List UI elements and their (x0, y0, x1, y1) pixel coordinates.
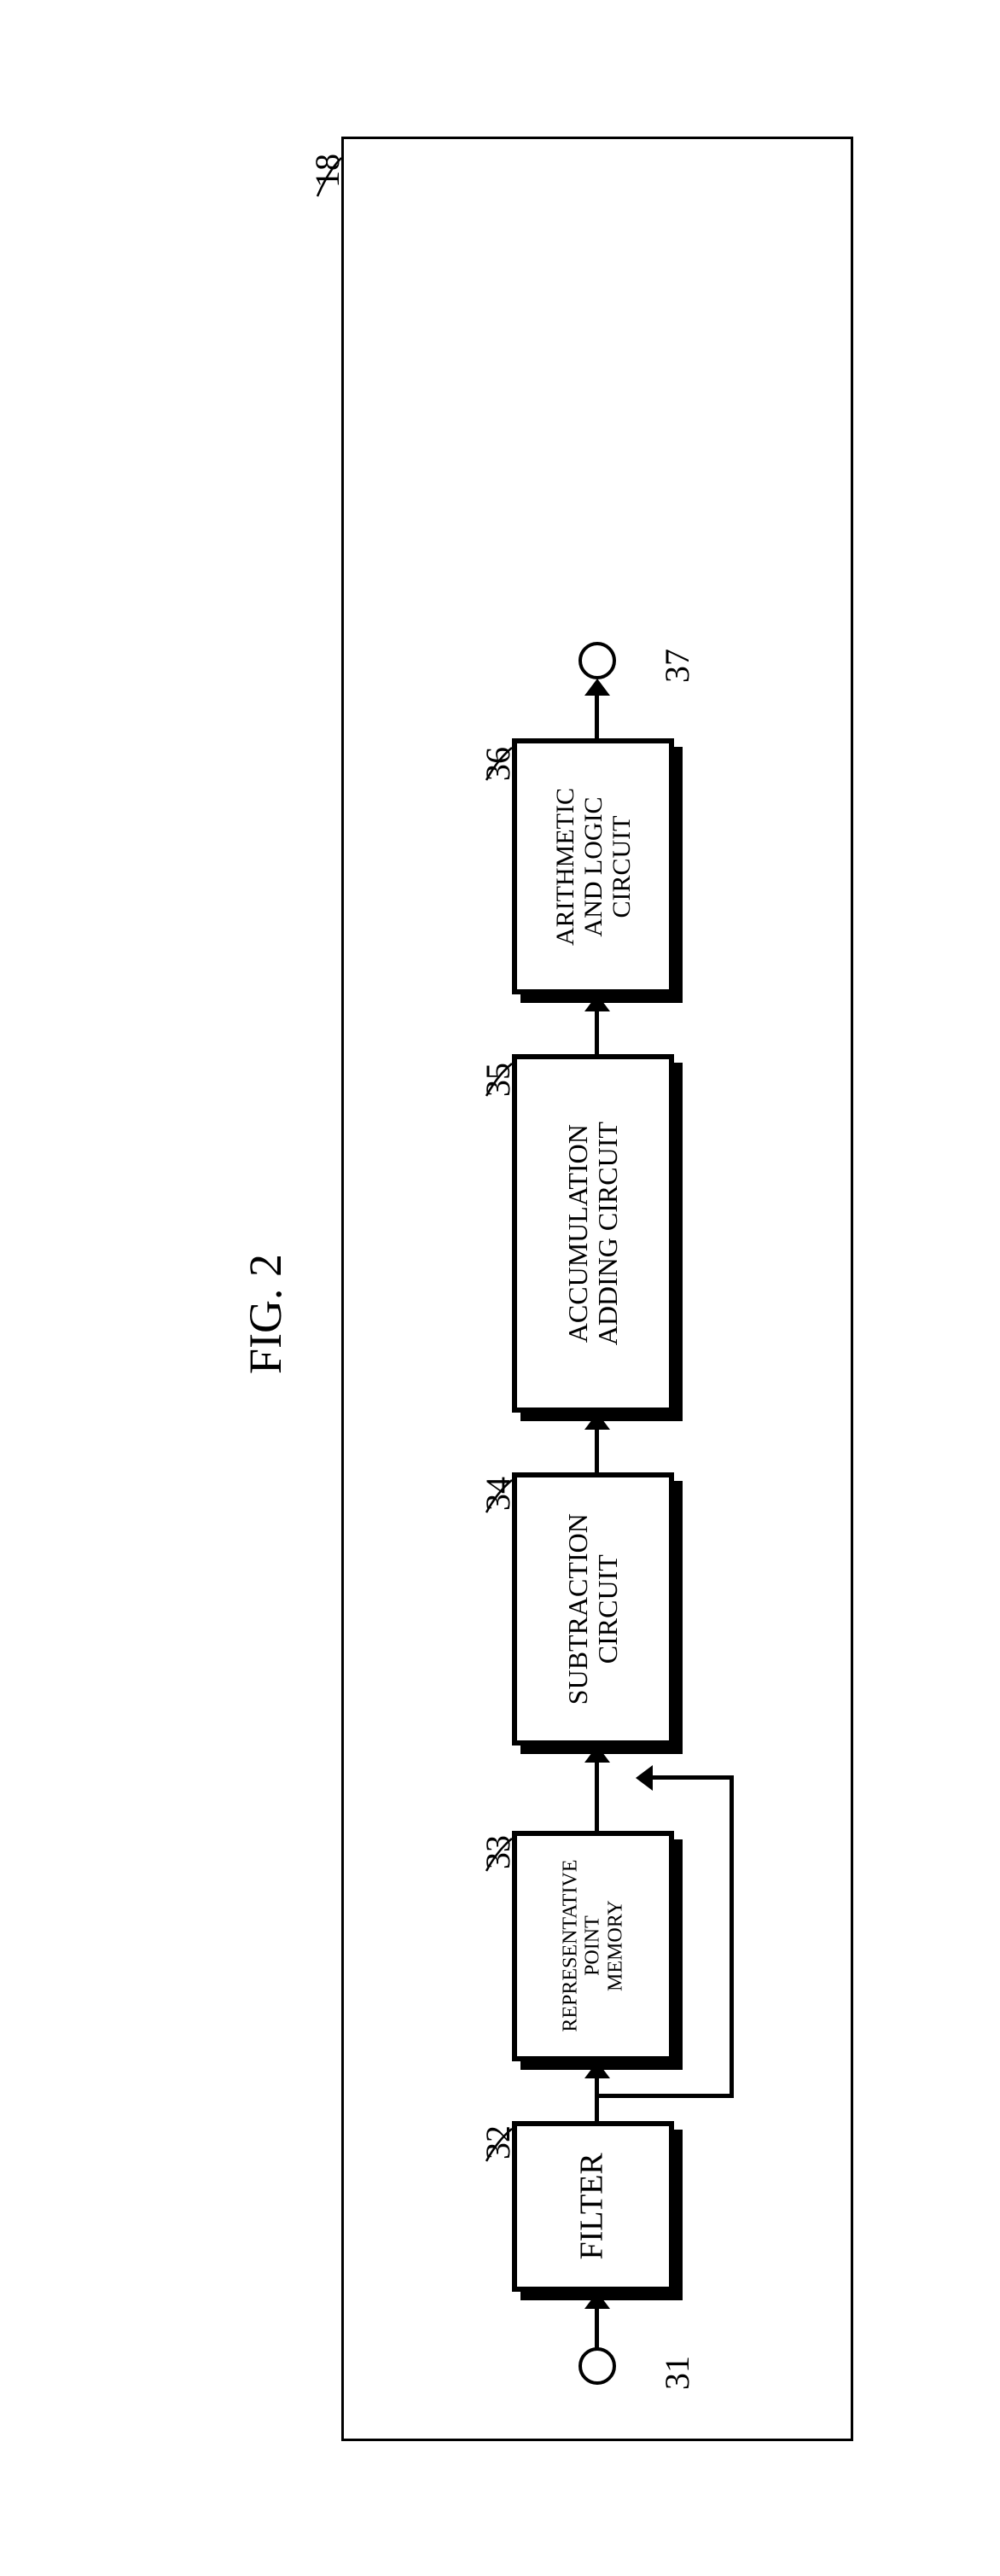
output-port (578, 642, 616, 679)
arrow-acc-alu (595, 1007, 599, 1054)
alu-l2: AND LOGIC (579, 796, 608, 936)
rpm-l3: MEMORY (604, 1901, 626, 1992)
arrow-alu-out-head (584, 679, 610, 696)
lead-33 (485, 1835, 519, 1878)
lead-18 (316, 154, 350, 205)
rpm-label: REPRESENTATIVE POINT MEMORY (559, 1860, 626, 2032)
rpm-block: REPRESENTATIVE POINT MEMORY (512, 1831, 674, 2061)
filter-block: FILTER (512, 2121, 674, 2292)
arrow-rpm-sub (595, 1758, 599, 1831)
bypass-v (730, 1775, 734, 2098)
lead-35 (485, 1060, 519, 1103)
bypass-head (636, 1765, 653, 1791)
lead-34 (485, 1477, 519, 1519)
input-port (578, 2347, 616, 2385)
acc-l1: ACCUMULATION (562, 1124, 593, 1343)
ref-label-31: 31 (657, 2356, 697, 2390)
alu-label: ARITHMETIC AND LOGIC CIRCUIT (551, 788, 636, 946)
arrow-31-filter (595, 2305, 599, 2349)
rpm-l1: REPRESENTATIVE (559, 1860, 581, 2032)
diagram-canvas: FIG. 2 18 31 FILTER 32 REPRESENTATIVE PO… (0, 0, 1000, 2576)
bypass-h1 (597, 2094, 734, 2098)
figure-title-text: FIG. 2 (240, 1254, 291, 1374)
sub-label: SUBTRACTION CIRCUIT (563, 1513, 623, 1705)
sub-l1: SUBTRACTION (562, 1513, 593, 1705)
ref-label-37: 37 (657, 649, 697, 683)
subtraction-block: SUBTRACTION CIRCUIT (512, 1472, 674, 1746)
acc-l2: ADDING CIRCUIT (592, 1122, 623, 1345)
acc-label: ACCUMULATION ADDING CIRCUIT (563, 1122, 623, 1345)
sub-l2: CIRCUIT (592, 1554, 623, 1664)
accumulation-block: ACCUMULATION ADDING CIRCUIT (512, 1054, 674, 1413)
arrow-sub-acc (595, 1425, 599, 1472)
rpm-l2: POINT (582, 1916, 604, 1977)
alu-l3: CIRCUIT (608, 815, 636, 918)
lead-36 (485, 744, 519, 787)
alu-l1: ARITHMETIC (551, 788, 579, 946)
bypass-h2 (650, 1775, 734, 1780)
lead-32 (485, 2125, 519, 2168)
arrow-alu-out (595, 691, 599, 738)
figure-title: FIG. 2 (239, 1254, 292, 1374)
filter-label: FILTER (575, 2153, 611, 2259)
ref-37-text: 37 (658, 649, 696, 683)
alu-block: ARITHMETIC AND LOGIC CIRCUIT (512, 738, 674, 994)
ref-31-text: 31 (658, 2356, 696, 2390)
